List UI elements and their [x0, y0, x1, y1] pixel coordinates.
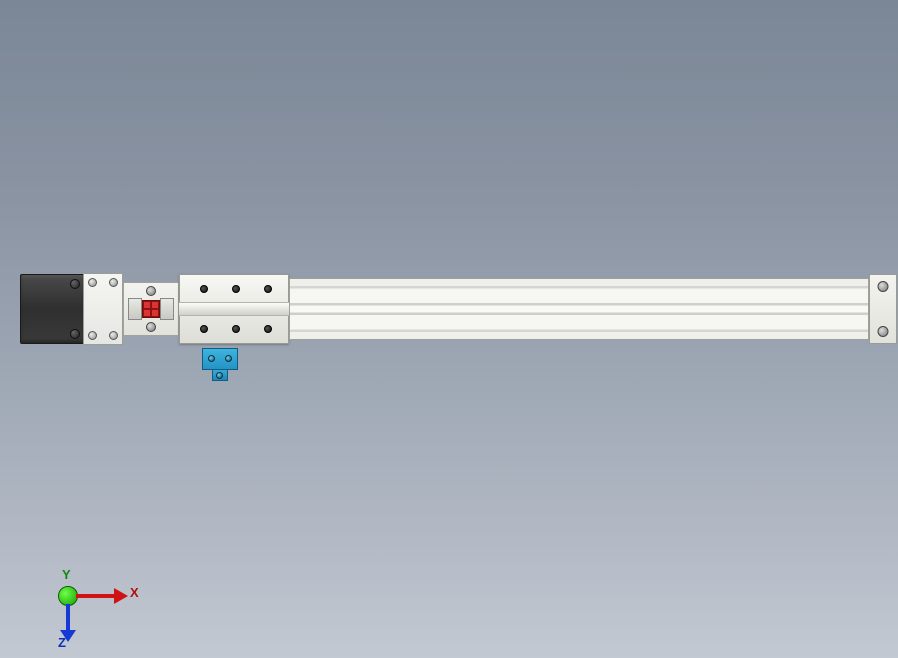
y-axis-label: Y	[62, 568, 71, 581]
coupling-spider	[142, 300, 160, 318]
tap-hole-icon	[232, 285, 240, 293]
coupling-hub	[160, 298, 174, 320]
screw-icon	[146, 286, 156, 296]
bolt-icon	[88, 331, 97, 340]
carriage-rail-face	[179, 302, 289, 316]
coupling-hub	[128, 298, 142, 320]
bolt-icon	[88, 278, 97, 287]
x-axis-arrow-icon	[114, 588, 128, 604]
triad-origin-y-icon	[58, 586, 78, 606]
bolt-icon	[109, 331, 118, 340]
jaw-coupling	[128, 298, 174, 320]
tap-hole-icon	[200, 285, 208, 293]
hole-icon	[225, 355, 232, 362]
hole-icon	[208, 355, 215, 362]
screw-icon	[146, 322, 156, 332]
z-axis-label: Z	[58, 636, 66, 649]
x-axis-line	[76, 594, 116, 598]
hole-icon	[216, 372, 223, 379]
z-axis-line	[66, 604, 70, 632]
scene-3d[interactable]: X Y Z	[0, 0, 898, 658]
motor-mount-plate	[83, 273, 123, 345]
tap-hole-icon	[200, 325, 208, 333]
axis-triad[interactable]: X Y Z	[58, 554, 148, 634]
tap-hole-icon	[232, 325, 240, 333]
linear-rail-extrusion	[289, 278, 869, 340]
limit-switch-bracket	[202, 348, 238, 381]
bolt-icon	[109, 278, 118, 287]
cad-viewport[interactable]: X Y Z	[0, 0, 898, 658]
tap-hole-icon	[264, 325, 272, 333]
stepper-motor	[20, 274, 85, 344]
x-axis-label: X	[130, 586, 139, 599]
tap-hole-icon	[264, 285, 272, 293]
rail-end-cap	[869, 274, 897, 344]
linear-actuator-assembly	[20, 268, 880, 348]
